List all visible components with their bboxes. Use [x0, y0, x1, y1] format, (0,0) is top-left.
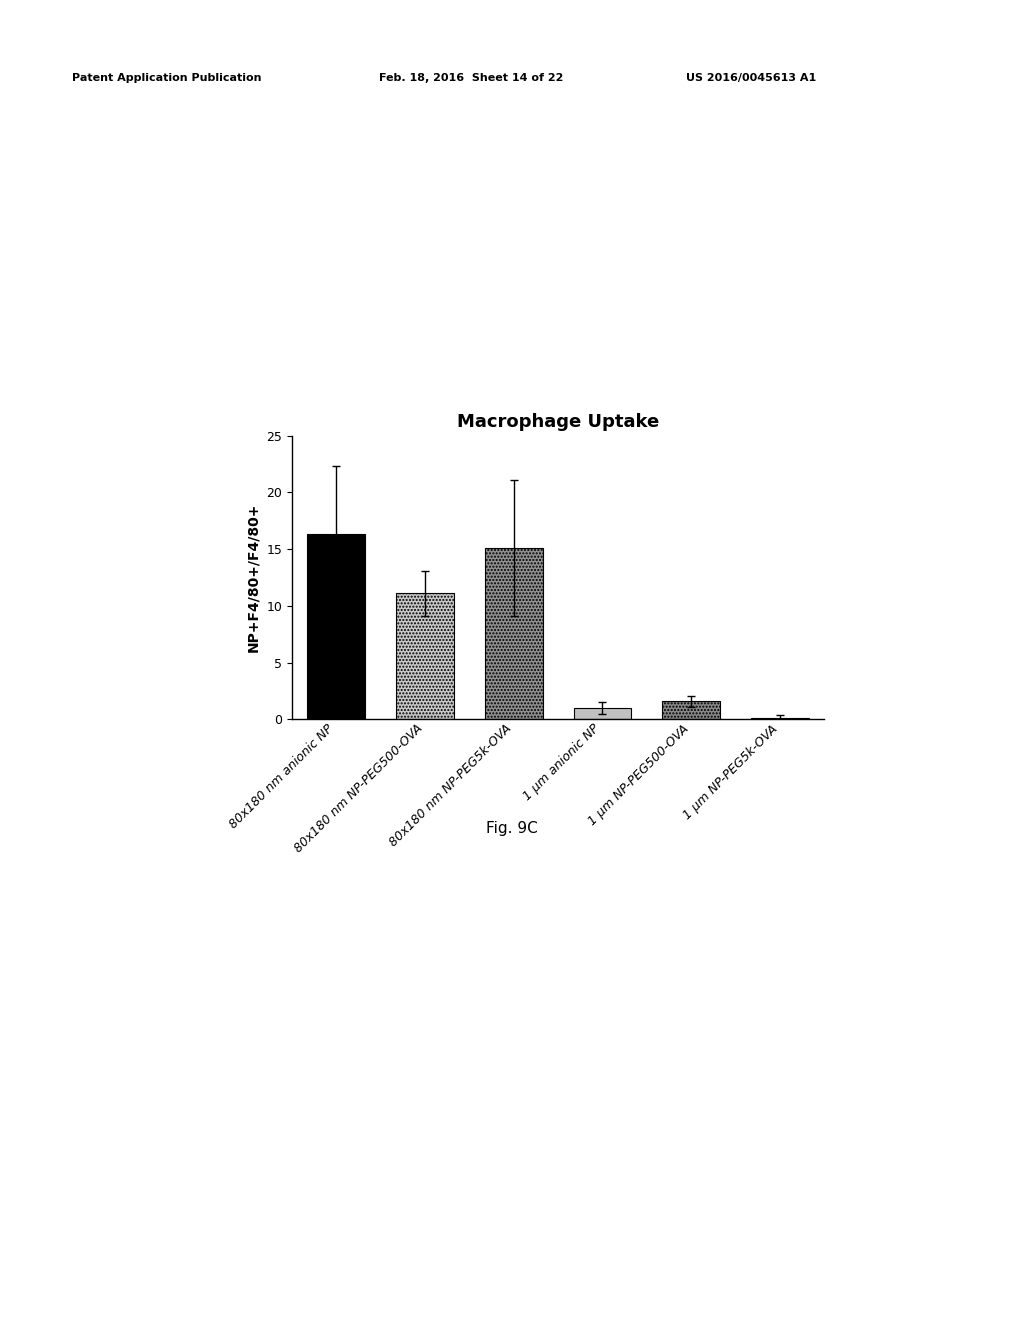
Text: Patent Application Publication: Patent Application Publication	[72, 73, 261, 83]
Bar	[573, 708, 631, 719]
Bar	[307, 535, 365, 719]
Bar	[663, 701, 720, 719]
Title: Macrophage Uptake: Macrophage Uptake	[457, 413, 659, 432]
Text: Feb. 18, 2016  Sheet 14 of 22: Feb. 18, 2016 Sheet 14 of 22	[379, 73, 563, 83]
Bar	[485, 548, 543, 719]
Bar	[396, 594, 454, 719]
Text: Fig. 9C: Fig. 9C	[486, 821, 538, 836]
Text: US 2016/0045613 A1: US 2016/0045613 A1	[686, 73, 816, 83]
Y-axis label: NP+F4/80+/F4/80+: NP+F4/80+/F4/80+	[247, 503, 261, 652]
